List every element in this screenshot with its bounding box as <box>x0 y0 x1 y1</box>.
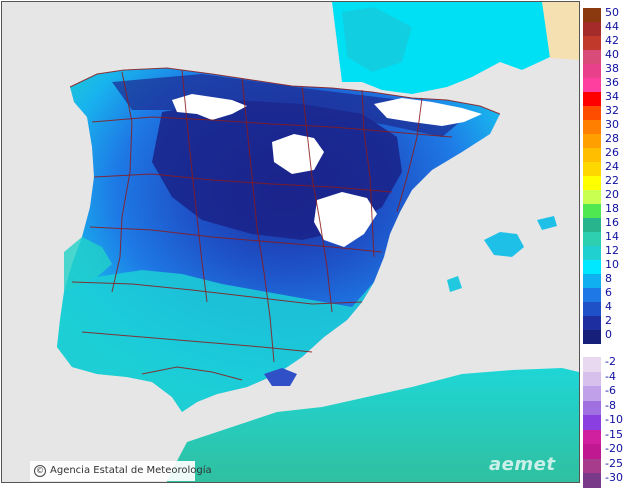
legend-swatch <box>583 400 601 415</box>
legend-label: 36 <box>605 76 619 89</box>
legend-label: 20 <box>605 188 619 201</box>
legend-label: 8 <box>605 272 612 285</box>
legend-label: 34 <box>605 90 619 103</box>
legend-label: 6 <box>605 286 612 299</box>
legend-swatch <box>583 473 601 488</box>
legend-swatch <box>583 302 601 316</box>
legend-swatch <box>583 78 601 92</box>
legend-label: 26 <box>605 146 619 159</box>
legend-negative-scale: -2 -4 -6 -8 -10 -15 -20 -25 -30 <box>583 356 623 488</box>
map-canvas <box>57 2 579 482</box>
temperature-legend: 50 44 42 40 38 36 34 32 30 28 26 24 22 20 18 16 14 12 10 8 6… <box>581 7 627 488</box>
legend-swatch <box>583 120 601 134</box>
legend-swatch <box>583 429 601 444</box>
legend-label: 10 <box>605 258 619 271</box>
legend-swatch <box>583 8 601 22</box>
legend-label: 32 <box>605 104 619 117</box>
legend-label: 16 <box>605 216 619 229</box>
snow-pyrenees <box>374 98 482 126</box>
legend-label: 12 <box>605 244 619 257</box>
legend-label: 44 <box>605 20 619 33</box>
legend-label: -30 <box>605 471 623 484</box>
credit-text: Agencia Estatal de Meteorología <box>50 465 212 476</box>
balearic-ibiza <box>447 276 462 292</box>
legend-swatch <box>583 415 601 430</box>
legend-swatch <box>583 162 601 176</box>
province-borders <box>69 67 501 381</box>
legend-swatch <box>583 232 601 246</box>
legend-swatch <box>583 106 601 120</box>
legend-swatch <box>583 458 601 473</box>
med-sea-north <box>472 58 579 142</box>
south-cyan-band <box>57 270 374 412</box>
legend-label: 50 <box>605 6 619 19</box>
aemet-logo: aemet <box>489 454 556 475</box>
legend-swatch <box>583 316 601 330</box>
legend-swatch <box>583 148 601 162</box>
legend-positive-scale: 50 44 42 40 38 36 34 32 30 28 26 24 22 20 18 16 14 12 10 8 6… <box>583 7 619 344</box>
legend-swatch <box>583 176 601 190</box>
legend-label: -4 <box>605 369 616 383</box>
legend-swatch <box>583 357 601 372</box>
legend-swatch <box>583 204 601 218</box>
legend-swatch <box>583 50 601 64</box>
legend-label: 4 <box>605 300 612 313</box>
legend-swatch <box>583 288 601 302</box>
snow-iberico <box>314 192 377 247</box>
legend-label: 38 <box>605 62 619 75</box>
north-cold-band <box>112 74 472 137</box>
snow-cantabria <box>172 94 247 120</box>
legend-swatch <box>583 64 601 78</box>
legend-label: -25 <box>605 456 623 470</box>
legend-label: 22 <box>605 174 619 187</box>
legend-swatch <box>583 22 601 36</box>
legend-swatch <box>583 330 601 344</box>
balearic-menorca <box>537 216 557 230</box>
legend-swatch <box>583 246 601 260</box>
legend-swatch <box>583 260 601 274</box>
legend-label: -6 <box>605 384 616 397</box>
legend-label: 2 <box>605 314 612 327</box>
france-land-east <box>542 2 579 60</box>
legend-swatch <box>583 371 601 386</box>
credit-box: © Agencia Estatal de Meteorología <box>30 461 212 481</box>
legend-swatch <box>583 134 601 148</box>
legend-swatch <box>583 218 601 232</box>
legend-label: 40 <box>605 48 619 61</box>
legend-label: 30 <box>605 118 619 131</box>
legend-swatch <box>583 444 601 459</box>
legend-label: -10 <box>605 413 623 426</box>
legend-swatch <box>583 92 601 106</box>
legend-label: -15 <box>605 427 623 441</box>
legend-label: 14 <box>605 230 619 243</box>
legend-label: -20 <box>605 442 623 455</box>
snow-sierra-nevada <box>264 368 297 386</box>
copyright-icon: © <box>34 465 46 477</box>
legend-label: 0 <box>605 328 612 341</box>
legend-label: 42 <box>605 34 619 47</box>
legend-label: 28 <box>605 132 619 145</box>
legend-swatch <box>583 36 601 50</box>
bay-of-biscay-land <box>342 7 412 72</box>
north-africa-land <box>167 368 579 482</box>
balearic-mallorca <box>484 232 524 257</box>
legend-label: -2 <box>605 355 616 368</box>
legend-swatch <box>583 190 601 204</box>
legend-label: 18 <box>605 202 619 215</box>
legend-label: -8 <box>605 398 616 412</box>
legend-label: 24 <box>605 160 619 173</box>
temperature-map: © Agencia Estatal de Meteorología aemet <box>1 1 580 483</box>
legend-swatch <box>583 274 601 288</box>
portugal-coast-band <box>64 237 112 292</box>
legend-swatch <box>583 386 601 401</box>
